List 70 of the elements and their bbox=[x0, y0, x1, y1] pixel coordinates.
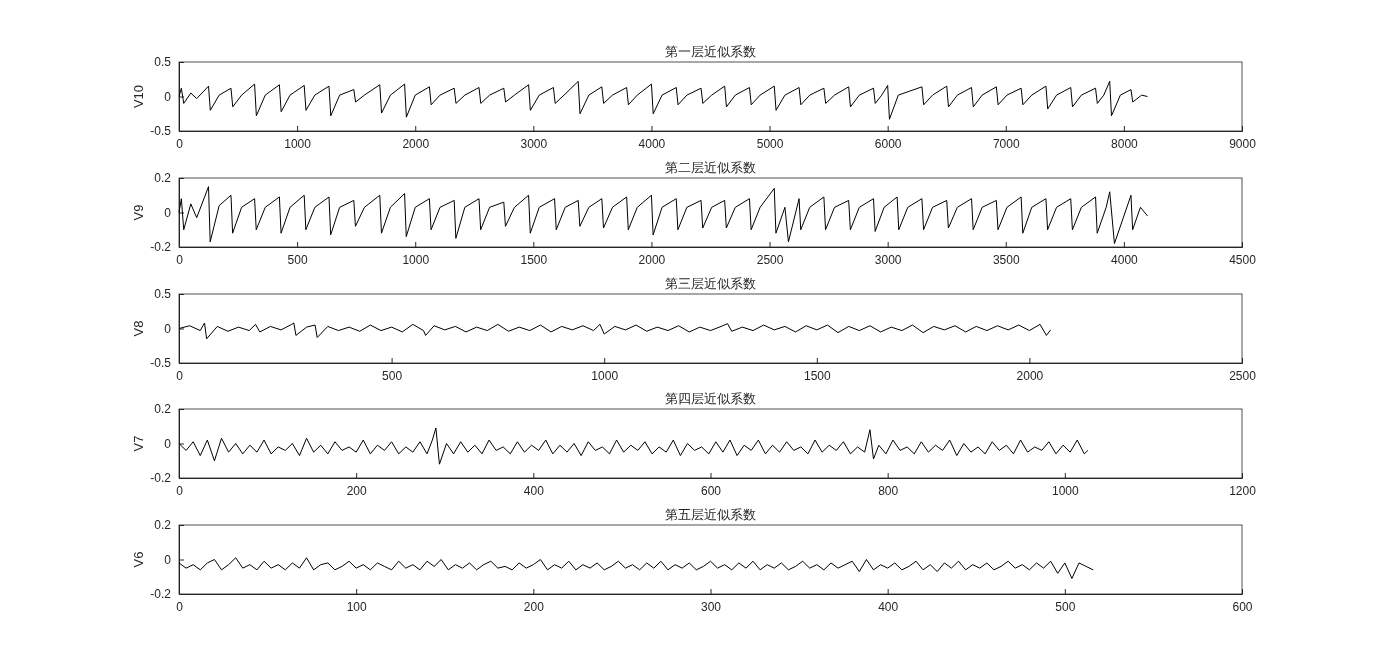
x-tick-label: 400 bbox=[878, 599, 899, 614]
chart-title: 第三层近似系数 bbox=[665, 276, 756, 291]
y-tick-label: 0.5 bbox=[154, 287, 172, 302]
x-tick-label: 9000 bbox=[1229, 136, 1257, 151]
x-tick-label: 3000 bbox=[520, 136, 548, 151]
x-tick-label: 1000 bbox=[402, 252, 430, 267]
x-tick-label: 500 bbox=[287, 252, 308, 267]
x-tick-label: 1200 bbox=[1229, 483, 1257, 498]
chart-title: 第二层近似系数 bbox=[665, 160, 756, 175]
x-tick-label: 200 bbox=[346, 483, 367, 498]
x-tick-label: 0 bbox=[176, 252, 184, 267]
line-series bbox=[178, 80, 1149, 120]
y-tick-label: 0.2 bbox=[154, 171, 172, 186]
chart-title: 第一层近似系数 bbox=[665, 44, 756, 59]
x-tick-label: 1000 bbox=[284, 136, 312, 151]
line-series bbox=[178, 427, 1089, 465]
y-axis-title: V10 bbox=[131, 84, 146, 109]
x-tick-label: 400 bbox=[523, 483, 545, 498]
x-tick-label: 500 bbox=[1055, 599, 1076, 614]
x-tick-label: 4000 bbox=[1111, 252, 1139, 267]
y-tick-label: -0.2 bbox=[150, 587, 172, 602]
line-series bbox=[178, 557, 1094, 579]
x-tick-label: 7000 bbox=[992, 136, 1020, 151]
y-tick-label: 0 bbox=[164, 89, 172, 104]
x-tick-label: 300 bbox=[700, 599, 722, 614]
y-tick-label: 0 bbox=[164, 321, 172, 336]
x-tick-label: 8000 bbox=[1111, 136, 1139, 151]
x-tick-label: 3000 bbox=[874, 252, 902, 267]
y-tick-label: 0.5 bbox=[154, 55, 172, 70]
y-tick-label: -0.2 bbox=[150, 471, 172, 486]
x-tick-label: 1000 bbox=[591, 368, 619, 383]
x-tick-label: 2500 bbox=[756, 252, 784, 267]
y-tick-label: -0.5 bbox=[150, 356, 172, 371]
y-tick-label: 0.2 bbox=[154, 402, 172, 417]
x-tick-label: 2000 bbox=[402, 136, 430, 151]
x-tick-label: 1000 bbox=[1051, 483, 1079, 498]
x-tick-label: 0 bbox=[176, 483, 184, 498]
chart-title: 第四层近似系数 bbox=[665, 391, 756, 406]
y-tick-label: -0.2 bbox=[150, 240, 172, 255]
x-tick-label: 100 bbox=[346, 599, 367, 614]
x-tick-label: 5000 bbox=[756, 136, 784, 151]
x-tick-label: 800 bbox=[878, 483, 899, 498]
x-tick-label: 4000 bbox=[638, 136, 666, 151]
y-tick-label: 0 bbox=[164, 205, 172, 220]
y-tick-label: 0.2 bbox=[154, 518, 172, 533]
x-tick-label: 6000 bbox=[874, 136, 902, 151]
y-axis-title: V9 bbox=[131, 204, 146, 221]
y-tick-label: -0.5 bbox=[150, 124, 172, 139]
x-tick-label: 4500 bbox=[1229, 252, 1257, 267]
x-tick-label: 1500 bbox=[520, 252, 548, 267]
x-tick-label: 2500 bbox=[1229, 368, 1257, 383]
y-axis-title: V7 bbox=[131, 435, 146, 452]
y-axis-title: V6 bbox=[131, 551, 146, 568]
y-axis-title: V8 bbox=[131, 320, 146, 337]
x-tick-label: 0 bbox=[176, 136, 184, 151]
y-tick-label: 0 bbox=[164, 436, 172, 451]
x-tick-label: 1500 bbox=[803, 368, 831, 383]
x-tick-label: 0 bbox=[176, 368, 184, 383]
x-tick-label: 600 bbox=[1232, 599, 1253, 614]
x-tick-label: 3500 bbox=[992, 252, 1020, 267]
x-tick-label: 200 bbox=[523, 599, 545, 614]
y-tick-label: 0 bbox=[164, 552, 172, 567]
x-tick-label: 500 bbox=[382, 368, 403, 383]
chart-title: 第五层近似系数 bbox=[665, 507, 756, 522]
x-tick-label: 2000 bbox=[1016, 368, 1044, 383]
line-series bbox=[178, 322, 1052, 340]
x-tick-label: 0 bbox=[176, 599, 184, 614]
line-series bbox=[178, 186, 1149, 245]
x-tick-label: 600 bbox=[700, 483, 722, 498]
x-tick-label: 2000 bbox=[638, 252, 666, 267]
